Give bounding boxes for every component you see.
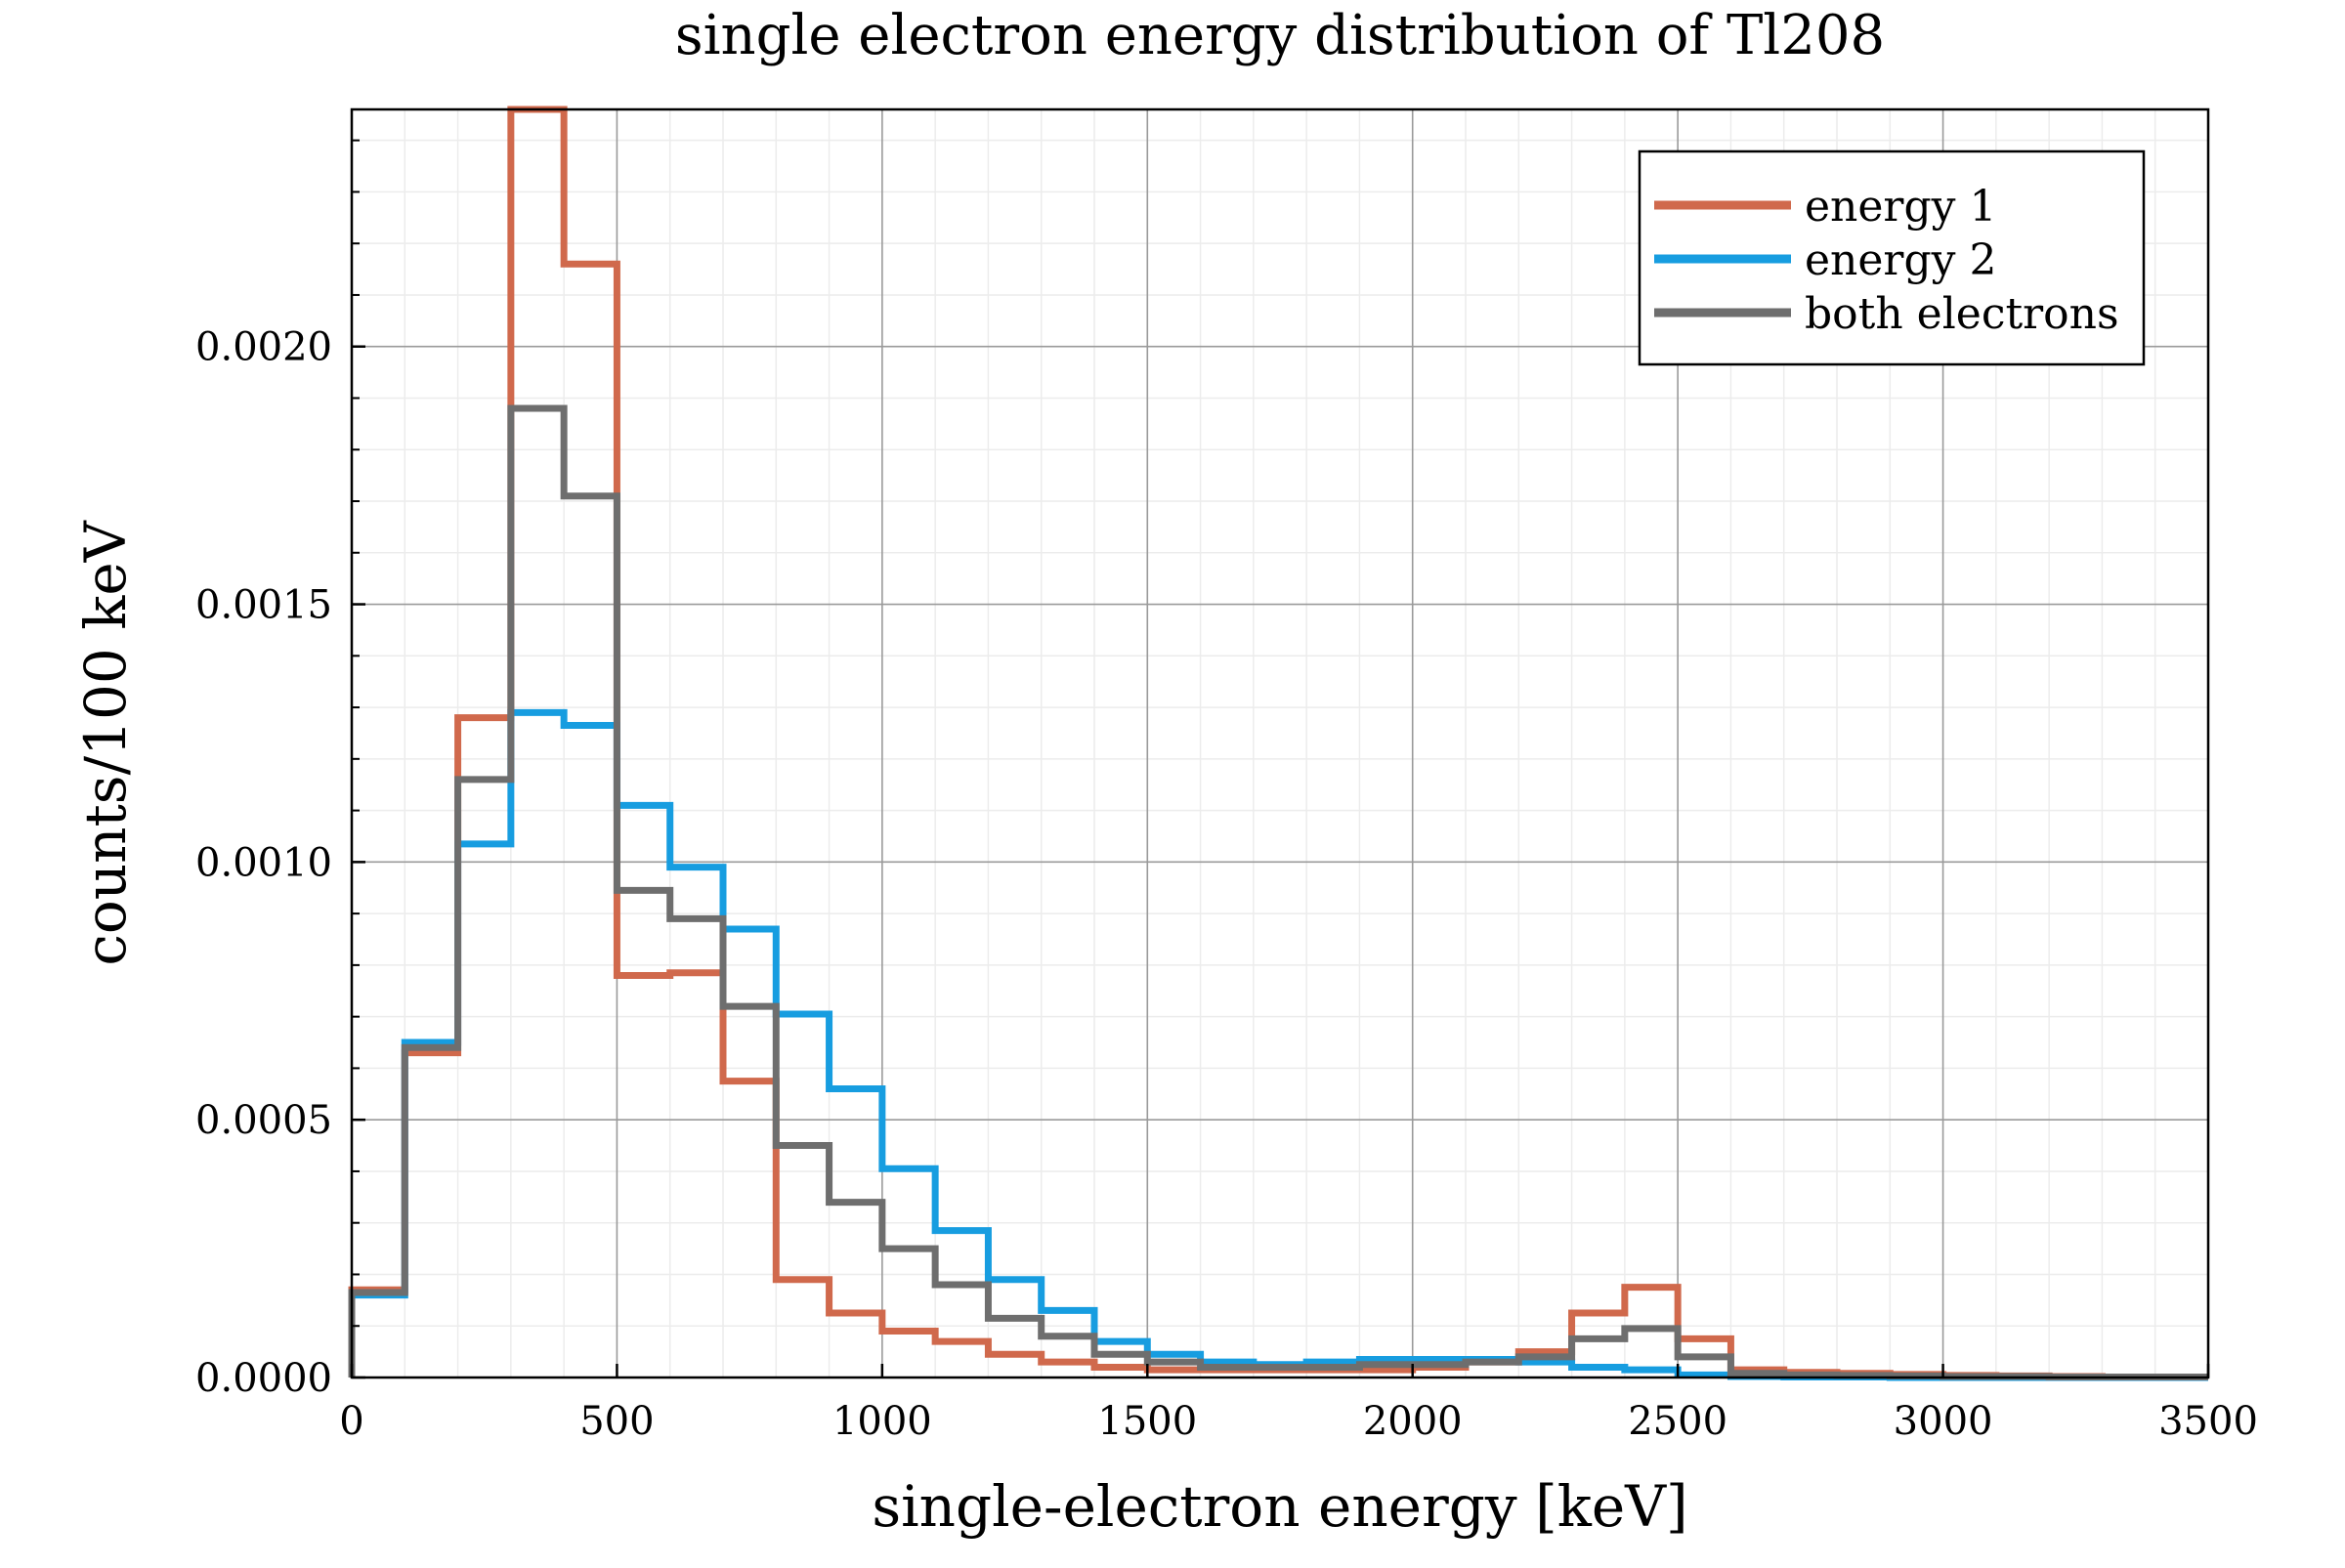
x-tick-label: 3500: [2158, 1399, 2258, 1444]
legend-entry: both electrons: [1654, 289, 2119, 339]
legend-entry: energy 2: [1654, 235, 1996, 285]
legend-label: both electrons: [1805, 289, 2119, 339]
x-tick-label: 1500: [1097, 1399, 1197, 1444]
y-tick-label: 0.0010: [195, 840, 332, 885]
tick-marks: [350, 139, 2210, 1379]
x-axis-label: single-electron energy [keV]: [872, 1473, 1687, 1540]
chart-title: single electron energy distribution of T…: [675, 4, 1885, 67]
y-axis-label: counts/100 keV: [72, 520, 139, 965]
y-tick-label: 0.0020: [195, 325, 332, 370]
legend-label: energy 2: [1805, 235, 1996, 285]
y-tick-label: 0.0005: [195, 1098, 332, 1143]
legend-label: energy 1: [1805, 182, 1996, 232]
x-tick-labels: 0 500 1000 1500 2000 2500 3000 3500: [339, 1399, 2258, 1444]
x-tick-label: 0: [339, 1399, 363, 1444]
series-line-1: [348, 708, 2208, 1381]
x-tick-label: 500: [579, 1399, 654, 1444]
series-line-2: [348, 404, 2208, 1380]
x-tick-label: 1000: [832, 1399, 932, 1444]
legend-entry: energy 1: [1654, 182, 1996, 232]
y-tick-label: 0.0000: [195, 1356, 332, 1401]
x-tick-label: 2500: [1628, 1399, 1727, 1444]
plot-frame: [350, 107, 2210, 1379]
legend: energy 1 energy 2 both electrons: [1638, 149, 2146, 366]
x-tick-label: 2000: [1363, 1399, 1463, 1444]
y-tick-label: 0.0015: [195, 583, 332, 628]
x-tick-label: 3000: [1894, 1399, 1993, 1444]
y-tick-labels: 0.0000 0.0005 0.0010 0.0015 0.0020: [195, 325, 332, 1401]
